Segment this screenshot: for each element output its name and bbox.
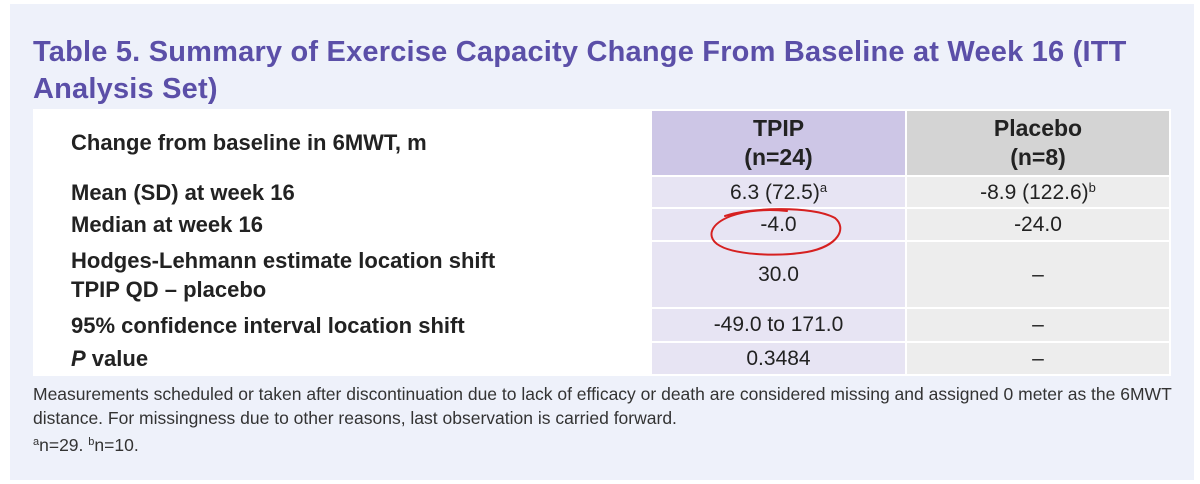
row-label-ci: 95% confidence interval location shift [33,307,652,343]
cell-tpip-median: -4.0 [650,207,907,242]
row-label-mean: Mean (SD) at week 16 [33,175,652,209]
row-label-hodges-lehmann: Hodges-Lehmann estimate location shift T… [33,240,652,309]
header-placebo-name: Placebo [993,115,1083,141]
cell-placebo-ci: – [905,307,1171,343]
cell-tpip-ci: -49.0 to 171.0 [650,307,907,343]
table-title: Table 5. Summary of Exercise Capacity Ch… [33,36,1127,105]
header-tpip: TPIP (n=24) [650,109,907,177]
results-table: Change from baseline in 6MWT, m TPIP (n=… [33,109,1171,376]
cell-tpip-mean: 6.3 (72.5)a [650,175,907,209]
footnote-b-text: n=10. [94,435,139,455]
table-row: Hodges-Lehmann estimate location shift T… [33,240,1171,309]
footnote-b-marker: b [88,436,95,448]
table-row: Mean (SD) at week 16 6.3 (72.5)a -8.9 (1… [33,175,1171,209]
header-placebo: Placebo (n=8) [905,109,1171,177]
header-tpip-n: (n=24) [744,144,813,170]
table-header-row: Change from baseline in 6MWT, m TPIP (n=… [33,109,1171,177]
cell-placebo-pvalue: – [905,341,1171,376]
cell-placebo-mean: -8.9 (122.6)b [905,175,1171,209]
footnote-a-marker: a [33,436,40,448]
cell-placebo-median: -24.0 [905,207,1171,242]
cell-tpip-pvalue: 0.3484 [650,341,907,376]
cell-placebo-hodges-lehmann: – [905,240,1171,309]
row-label-pvalue: P value [33,341,652,376]
footnote: Measurements scheduled or taken after di… [33,382,1173,457]
table-row: P value 0.3484 – [33,341,1171,376]
header-label: Change from baseline in 6MWT, m [33,109,652,177]
row-label-median: Median at week 16 [33,207,652,242]
footnote-text: Measurements scheduled or taken after di… [33,384,1172,428]
table-row: Median at week 16 -4.0 -24.0 [33,207,1171,242]
header-placebo-n: (n=8) [1010,144,1066,170]
table-row: 95% confidence interval location shift -… [33,307,1171,343]
cell-tpip-hodges-lehmann: 30.0 [650,240,907,309]
header-tpip-name: TPIP [752,115,805,141]
footnote-a-text: n=29. [39,435,89,455]
